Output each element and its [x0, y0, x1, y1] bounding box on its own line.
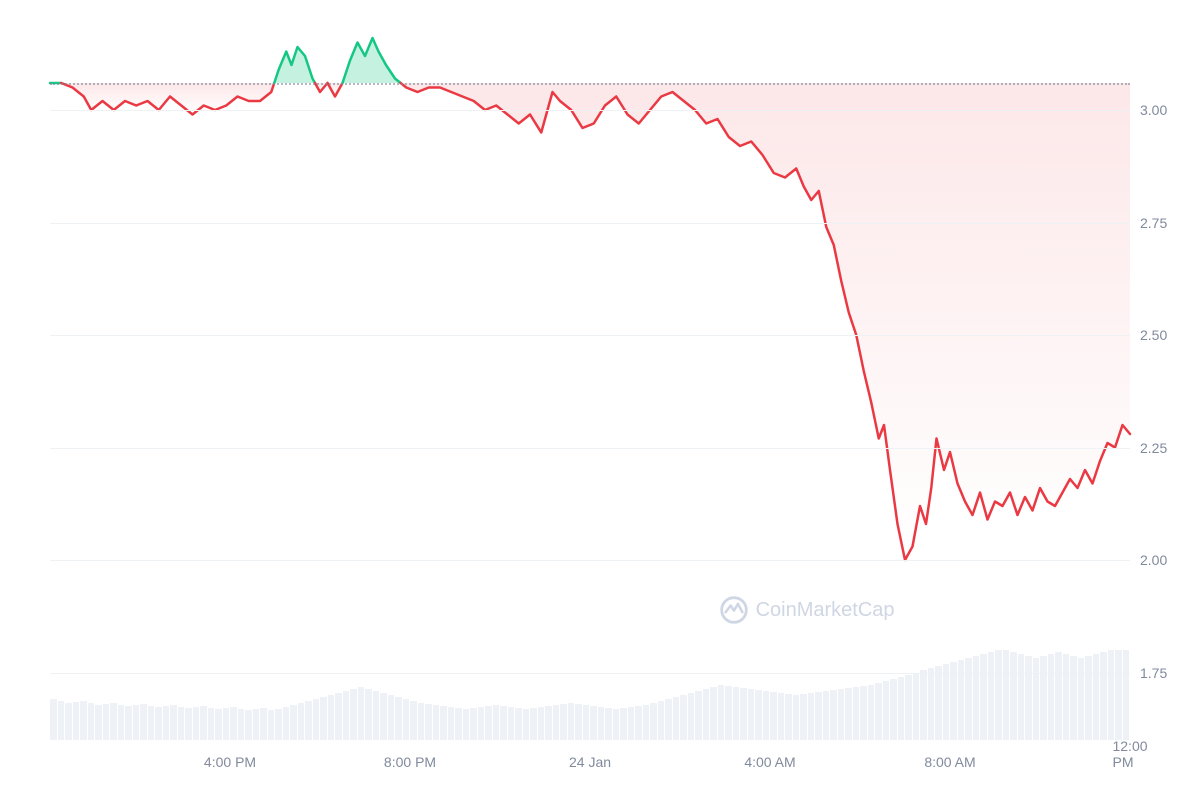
x-axis-label: 12:00 PM	[1112, 738, 1147, 770]
gridline	[50, 560, 1130, 561]
gridline	[50, 673, 1130, 674]
x-axis-label: 8:00 PM	[384, 754, 436, 770]
gridline	[50, 223, 1130, 224]
x-axis-label: 4:00 AM	[744, 754, 795, 770]
x-axis-label: 8:00 AM	[924, 754, 975, 770]
gridline	[50, 110, 1130, 111]
y-axis-label: 1.75	[1140, 665, 1190, 681]
y-axis-label: 2.00	[1140, 552, 1190, 568]
price-chart: CoinMarketCap 1.75 2.00 2.25 2.50 2.75 3.00 4:…	[0, 0, 1200, 800]
watermark-text: CoinMarketCap	[756, 599, 895, 622]
coinmarketcap-watermark: CoinMarketCap	[720, 596, 895, 624]
coinmarketcap-logo-icon	[720, 596, 748, 624]
y-axis-label: 2.25	[1140, 440, 1190, 456]
baseline-indicator	[50, 83, 1130, 85]
y-axis-label: 2.50	[1140, 327, 1190, 343]
x-axis-label: 24 Jan	[569, 754, 611, 770]
volume-bars	[50, 650, 1130, 740]
gridline	[50, 448, 1130, 449]
y-axis-label: 3.00	[1140, 102, 1190, 118]
y-axis-label: 2.75	[1140, 215, 1190, 231]
x-axis-label: 4:00 PM	[204, 754, 256, 770]
gridline	[50, 335, 1130, 336]
